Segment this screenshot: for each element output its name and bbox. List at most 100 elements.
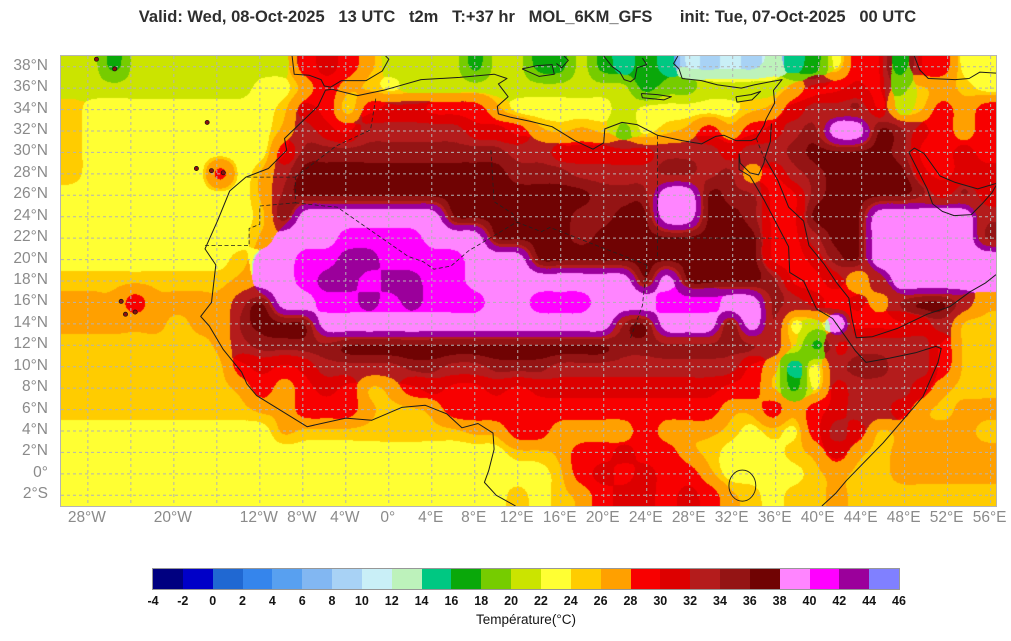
lon-tick-label: 40°E [800, 509, 835, 526]
colorbar-cell [242, 569, 273, 589]
lon-tick-label: 28°E [671, 509, 706, 526]
map-overlay-graticule-coastlines [61, 56, 996, 506]
colorbar-cell [839, 569, 870, 589]
figure-title: Valid: Wed, 08-Oct-2025 13 UTC t2m T:+37… [138, 8, 917, 26]
colorbar-cell [869, 569, 900, 589]
colorbar-cell [421, 569, 452, 589]
colorbar-tick-label: 26 [593, 594, 608, 608]
lon-tick-label: 52°E [929, 509, 964, 526]
lon-tick-label: 20°E [585, 509, 620, 526]
colorbar-cell [570, 569, 601, 589]
colorbar-cell [630, 569, 661, 589]
colorbar-cell [481, 569, 512, 589]
lat-tick-label: 10°N [13, 356, 48, 374]
lat-tick-label: 30°N [13, 142, 48, 160]
colorbar-tick-label: 4 [268, 594, 276, 608]
lon-tick-label: 0° [380, 509, 396, 526]
colorbar-cell [511, 569, 541, 589]
colorbar-tick-label: 34 [713, 594, 727, 608]
colorbar-tick-label: -2 [177, 594, 189, 608]
colorbar-tick-label: 20 [504, 594, 519, 608]
lon-tick-label: 16°E [542, 509, 577, 526]
lat-tick-label: 20°N [13, 249, 48, 267]
colorbar-tick-label: 42 [832, 594, 847, 608]
lon-tick-label: 4°W [330, 509, 360, 526]
colorbar-tick-label: 2 [239, 594, 246, 608]
lon-tick-label: 56°E [972, 509, 1007, 526]
lat-tick-label: 14°N [13, 313, 48, 331]
colorbar-tick-label: 22 [533, 594, 548, 608]
colorbar-cell [361, 569, 392, 589]
lon-tick-label: 44°E [843, 509, 878, 526]
lat-tick-label: 18°N [13, 271, 48, 288]
colorbar-cell [720, 569, 750, 589]
colorbar-cell [779, 569, 810, 589]
colorbar-cell [153, 569, 183, 589]
colorbar-tick-label: 40 [802, 594, 817, 608]
colorbar-tick-label: 14 [414, 594, 429, 608]
colorbar-tick-label: 46 [892, 594, 906, 608]
colorbar-tick-label: -4 [147, 594, 159, 608]
colorbar-cell [332, 569, 362, 589]
lat-tick-label: 26°N [13, 185, 48, 203]
colorbar-tick-label: 44 [862, 594, 877, 608]
lat-tick-label: 8°N [21, 378, 48, 396]
colorbar-tick-label: 30 [653, 594, 668, 608]
colorbar-tick-label: 24 [563, 594, 578, 608]
colorbar-cell [182, 569, 213, 589]
colorbar-cell [600, 569, 631, 589]
colorbar-tick-label: 16 [444, 594, 459, 608]
lat-tick-label: 36°N [13, 78, 48, 96]
lon-tick-label: 20°W [153, 509, 192, 526]
colorbar-cell [272, 569, 303, 589]
lon-tick-label: 24°E [628, 509, 663, 526]
lon-tick-label: 48°E [886, 509, 921, 526]
map-area [60, 55, 997, 507]
colorbar-tick-label: 6 [298, 594, 306, 608]
lon-tick-label: 4°E [418, 509, 444, 526]
lat-tick-label: 12°N [13, 335, 48, 353]
colorbar-tick-label: 36 [742, 594, 757, 608]
lat-tick-label: 16°N [13, 292, 48, 310]
longitude-axis: 28°W 20°W 12°W 8°W 4°W 0° 4°E 8°E 12°E 16°E 20°E 24… [60, 509, 1007, 531]
colorbar-cell [749, 569, 780, 589]
colorbar-cell [451, 569, 482, 589]
lon-tick-label: 8°E [461, 509, 487, 526]
colorbar-tick-label: 28 [623, 594, 638, 608]
lat-tick-label: 28°N [13, 163, 48, 181]
colorbar-cell [302, 569, 333, 589]
colorbar-cell [540, 569, 571, 589]
lat-tick-label: 22°N [13, 228, 48, 246]
colorbar-tick-label: 10 [354, 594, 369, 608]
lon-tick-label: 12°W [239, 509, 278, 526]
colorbar-label: Température(°C) [476, 612, 576, 627]
lat-tick-label: 6°N [21, 399, 48, 417]
colorbar-tick-label: 8 [328, 594, 336, 608]
lat-tick-label: 2°N [21, 442, 48, 460]
lat-tick-label: 0° [33, 463, 48, 481]
colorbar-tick-label: 18 [474, 594, 489, 608]
lat-tick-label: 24°N [13, 206, 48, 224]
colorbar-tick-label: 38 [772, 594, 787, 608]
lat-tick-label: 4°N [21, 421, 48, 438]
colorbar-tick-label: 32 [683, 594, 698, 608]
colorbar-cell [660, 569, 691, 589]
lon-tick-label: 32°E [714, 509, 749, 526]
colorbar-cell [391, 569, 422, 589]
colorbar-cell [212, 569, 243, 589]
lon-tick-label: 12°E [499, 509, 534, 526]
lat-tick-label: 38°N [13, 56, 48, 74]
colorbar [152, 568, 900, 590]
latitude-axis: 38°N 36°N 34°N 32°N 30°N 28°N 26°N 24°N 22°N 20°N… [0, 55, 54, 505]
colorbar-tick-label: 12 [384, 594, 399, 608]
colorbar-ticks: -4 -2 0 2 4 6 8 10 12 14 16 18 20 22 24 26 28 30 32 34 36 38 4… [147, 594, 906, 609]
colorbar-cell [809, 569, 840, 589]
lon-tick-label: 8°W [287, 509, 317, 526]
lon-tick-label: 28°W [67, 509, 106, 526]
lat-tick-label: 2°S [22, 485, 48, 503]
lon-tick-label: 36°E [757, 509, 792, 526]
lat-tick-label: 32°N [13, 121, 48, 138]
lat-tick-label: 34°N [13, 99, 48, 117]
colorbar-cell [690, 569, 721, 589]
